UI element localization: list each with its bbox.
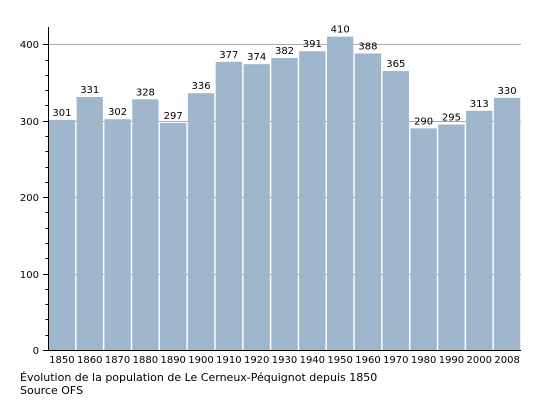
value-label-1880: 328 [136, 87, 155, 98]
y-tick-label-100: 100 [20, 270, 39, 281]
bars-layer [48, 36, 521, 351]
bar-1890 [160, 123, 187, 350]
value-label-1850: 301 [52, 108, 71, 119]
bar-2008 [493, 97, 521, 350]
y-tick-label-0: 0 [33, 346, 39, 357]
value-label-1970: 365 [386, 59, 405, 70]
value-label-1900: 336 [191, 81, 210, 92]
value-label-1870: 302 [108, 107, 127, 118]
x-tick-label-1950: 1950 [327, 355, 352, 366]
bar-1880 [132, 99, 159, 350]
value-label-1910: 377 [219, 50, 238, 61]
bar-1850 [48, 119, 76, 350]
value-label-1960: 388 [358, 41, 377, 52]
value-label-1890: 297 [164, 111, 183, 122]
y-tick-label-400: 400 [20, 40, 39, 51]
x-tick-label-1990: 1990 [439, 355, 464, 366]
value-label-1860: 331 [80, 85, 99, 96]
x-tick-label-1890: 1890 [160, 355, 185, 366]
x-tick-label-1980: 1980 [411, 355, 436, 366]
bar-1910 [215, 61, 243, 351]
x-tick-label-1920: 1920 [244, 355, 269, 366]
x-tick-label-1880: 1880 [133, 355, 158, 366]
x-tick-label-1860: 1860 [77, 355, 102, 366]
bar-1920 [243, 64, 270, 350]
x-tick-label-1960: 1960 [355, 355, 380, 366]
value-label-2000: 313 [470, 99, 489, 110]
y-tick-label-200: 200 [20, 193, 39, 204]
labels-layer: 301 331 302 328 297 336 377 374 382 391 410 388 365 2… [52, 25, 516, 128]
bar-1930 [271, 58, 298, 350]
bar-1940 [299, 51, 326, 350]
value-label-1980: 290 [414, 116, 433, 127]
axis-layer: 0 100 200 300 400 1850 1860 1870 1880 1890 1900 191… [20, 27, 521, 366]
x-tick-label-1910: 1910 [216, 355, 241, 366]
bar-1980 [410, 128, 437, 350]
x-tick-label-1970: 1970 [383, 355, 408, 366]
value-label-1950: 410 [331, 25, 350, 36]
chart-caption: Évolution de la population de Le Cerneux… [20, 371, 378, 384]
bar-1990 [438, 124, 465, 350]
x-tick-label-1900: 1900 [188, 355, 213, 366]
x-tick-label-1940: 1940 [300, 355, 325, 366]
value-label-2008: 330 [498, 86, 517, 97]
x-tick-label-2008: 2008 [494, 355, 519, 366]
bar-1970 [382, 71, 409, 350]
bar-1870 [104, 119, 131, 350]
value-label-1940: 391 [303, 39, 322, 50]
x-tick-label-1850: 1850 [49, 355, 74, 366]
x-tick-label-1870: 1870 [105, 355, 130, 366]
bar-1900 [187, 93, 215, 350]
bar-1860 [76, 97, 103, 351]
bar-1960 [354, 53, 382, 351]
value-label-1930: 382 [275, 46, 294, 57]
bar-1950 [326, 36, 354, 350]
bar-2000 [466, 110, 493, 350]
value-label-1920: 374 [247, 52, 266, 63]
x-tick-label-2000: 2000 [467, 355, 492, 366]
value-label-1990: 295 [442, 113, 461, 124]
chart-source: Source OFS [20, 384, 84, 397]
y-tick-label-300: 300 [20, 117, 39, 128]
x-tick-label-1930: 1930 [272, 355, 297, 366]
